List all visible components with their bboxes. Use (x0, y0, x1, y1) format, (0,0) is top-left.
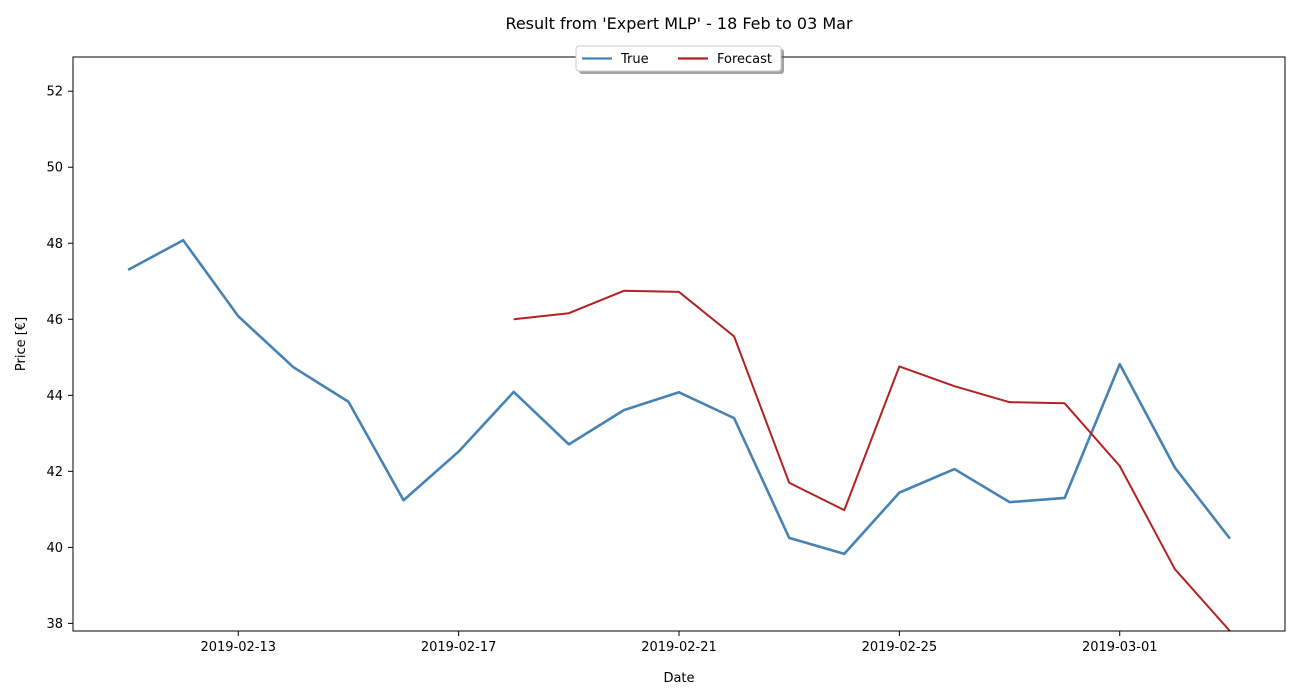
x-axis: 2019-02-13 2019-02-17 2019-02-21 2019-02-25… (200, 631, 1158, 655)
y-tick-label: 42 (46, 465, 63, 480)
series-line-true (127, 238, 1231, 556)
legend: True Forecast (575, 45, 784, 74)
x-tick-label: 2019-02-17 (421, 640, 497, 655)
chart-title: Result from 'Expert MLP' - 18 Feb to 03 … (505, 14, 853, 33)
x-tick-label: 2019-02-21 (641, 640, 717, 655)
y-tick-label: 40 (46, 541, 63, 556)
legend-label-true: True (620, 52, 649, 67)
y-tick-label: 52 (46, 85, 63, 100)
y-tick-label: 46 (46, 313, 63, 328)
x-tick-label: 2019-03-01 (1082, 640, 1158, 655)
y-axis-label: Price [€] (14, 317, 29, 371)
x-axis-label: Date (663, 671, 694, 686)
y-tick-label: 48 (46, 237, 63, 252)
y-tick-label: 44 (46, 389, 63, 404)
x-tick-label: 2019-02-13 (200, 640, 276, 655)
y-tick-label: 38 (46, 617, 63, 632)
y-tick-label: 50 (46, 161, 63, 176)
y-axis: 38 40 42 44 46 48 50 52 (46, 85, 73, 632)
series-line-forecast (513, 289, 1231, 631)
legend-label-forecast: Forecast (717, 52, 772, 67)
series-layer (127, 238, 1231, 631)
x-tick-label: 2019-02-25 (862, 640, 938, 655)
